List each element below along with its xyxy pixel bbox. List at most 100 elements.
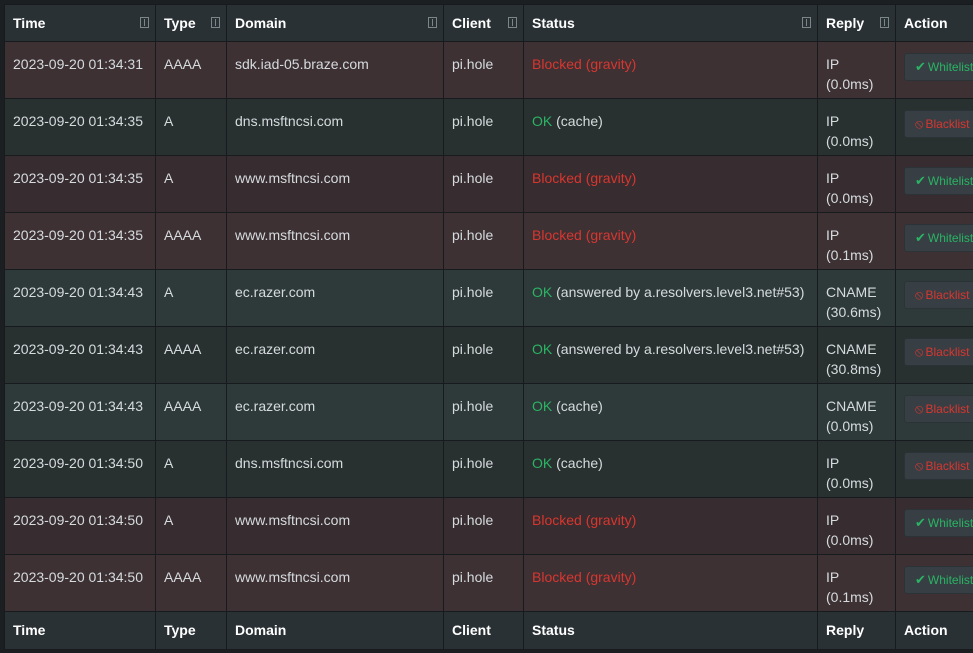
cell-client: pi.hole <box>443 269 524 327</box>
cell-reply: CNAME (30.8ms) <box>817 326 896 384</box>
cell-action: ⦸ Blacklist <box>895 383 973 441</box>
cell-status: OK (cache) <box>523 98 818 156</box>
footer-status: Status <box>523 611 818 650</box>
column-header-status[interactable]: Status <box>523 4 818 42</box>
cell-status: OK (answered by a.resolvers.level3.net#5… <box>523 326 818 384</box>
table-body: 2023-09-20 01:34:31 AAAA sdk.iad-05.braze.… <box>4 41 973 612</box>
column-header-label: Client <box>452 15 491 31</box>
action-label: Blacklist <box>925 459 970 473</box>
cell-reply: IP (0.0ms) <box>817 41 896 99</box>
cell-status: OK (answered by a.resolvers.level3.net#5… <box>523 269 818 327</box>
cell-time: 2023-09-20 01:34:43 <box>4 383 156 441</box>
ban-icon: ⦸ <box>915 344 924 359</box>
cell-client: pi.hole <box>443 212 524 270</box>
column-header-client[interactable]: Client <box>443 4 524 42</box>
reply-type: CNAME <box>826 398 877 414</box>
blacklist-button[interactable]: ⦸ Blacklist <box>904 281 973 309</box>
status-label: OK <box>532 341 553 357</box>
cell-domain: www.msftncsi.com <box>226 155 444 213</box>
sort-icon[interactable] <box>802 17 811 28</box>
column-header-domain[interactable]: Domain <box>226 4 444 42</box>
table-row: 2023-09-20 01:34:43 AAAA ec.razer.com pi.ho… <box>4 326 973 384</box>
cell-type: A <box>155 440 227 498</box>
blacklist-button[interactable]: ⦸ Blacklist <box>904 338 973 366</box>
cell-time: 2023-09-20 01:34:43 <box>4 326 156 384</box>
reply-time: (0.0ms) <box>826 418 874 434</box>
cell-client: pi.hole <box>443 440 524 498</box>
status-detail: (cache) <box>556 455 603 471</box>
action-label: Whitelist <box>927 573 973 587</box>
status-label: OK <box>532 398 553 414</box>
status-label: OK <box>532 455 553 471</box>
cell-reply: CNAME (0.0ms) <box>817 383 896 441</box>
check-icon: ✔ <box>915 59 926 74</box>
reply-type: CNAME <box>826 341 877 357</box>
status-detail: (cache) <box>556 398 603 414</box>
footer-reply: Reply <box>817 611 896 650</box>
sort-icon[interactable] <box>140 17 149 28</box>
cell-status: Blocked (gravity) <box>523 212 818 270</box>
column-header-label: Time <box>13 15 46 31</box>
sort-icon[interactable] <box>428 17 437 28</box>
cell-client: pi.hole <box>443 41 524 99</box>
whitelist-button[interactable]: ✔ Whitelist <box>904 224 973 252</box>
check-icon: ✔ <box>915 230 926 245</box>
sort-icon[interactable] <box>508 17 517 28</box>
blacklist-button[interactable]: ⦸ Blacklist <box>904 110 973 138</box>
sort-icon[interactable] <box>880 17 889 28</box>
blacklist-button[interactable]: ⦸ Blacklist <box>904 395 973 423</box>
whitelist-button[interactable]: ✔ Whitelist <box>904 566 973 594</box>
cell-reply: CNAME (30.6ms) <box>817 269 896 327</box>
cell-domain: www.msftncsi.com <box>226 497 444 555</box>
cell-type: A <box>155 98 227 156</box>
cell-action: ⦸ Blacklist <box>895 326 973 384</box>
column-header-label: Reply <box>826 15 865 31</box>
table-row: 2023-09-20 01:34:35 AAAA www.msftncsi.com p… <box>4 212 973 270</box>
reply-type: IP <box>826 170 840 186</box>
cell-client: pi.hole <box>443 497 524 555</box>
ban-icon: ⦸ <box>915 458 924 473</box>
column-header-reply[interactable]: Reply <box>817 4 896 42</box>
cell-type: A <box>155 497 227 555</box>
cell-type: AAAA <box>155 212 227 270</box>
footer-time: Time <box>4 611 156 650</box>
cell-time: 2023-09-20 01:34:35 <box>4 212 156 270</box>
whitelist-button[interactable]: ✔ Whitelist <box>904 167 973 195</box>
column-header-label: Domain <box>235 15 287 31</box>
action-label: Blacklist <box>925 402 970 416</box>
reply-time: (0.0ms) <box>826 475 874 491</box>
whitelist-button[interactable]: ✔ Whitelist <box>904 509 973 537</box>
cell-type: AAAA <box>155 326 227 384</box>
column-header-type[interactable]: Type <box>155 4 227 42</box>
cell-reply: IP (0.0ms) <box>817 440 896 498</box>
cell-client: pi.hole <box>443 383 524 441</box>
sort-icon[interactable] <box>211 17 220 28</box>
cell-type: AAAA <box>155 41 227 99</box>
cell-action: ⦸ Blacklist <box>895 440 973 498</box>
cell-time: 2023-09-20 01:34:35 <box>4 98 156 156</box>
column-header-action: Action <box>895 4 973 42</box>
cell-domain: ec.razer.com <box>226 269 444 327</box>
cell-client: pi.hole <box>443 326 524 384</box>
ban-icon: ⦸ <box>915 116 924 131</box>
status-detail: (cache) <box>556 113 603 129</box>
action-label: Blacklist <box>925 288 970 302</box>
action-label: Whitelist <box>927 516 973 530</box>
reply-time: (0.0ms) <box>826 133 874 149</box>
cell-client: pi.hole <box>443 554 524 612</box>
cell-reply: IP (0.1ms) <box>817 554 896 612</box>
reply-time: (30.8ms) <box>826 361 882 377</box>
whitelist-button[interactable]: ✔ Whitelist <box>904 53 973 81</box>
reply-type: IP <box>826 113 840 129</box>
column-header-label: Status <box>532 15 575 31</box>
action-label: Whitelist <box>927 231 973 245</box>
cell-time: 2023-09-20 01:34:35 <box>4 155 156 213</box>
blacklist-button[interactable]: ⦸ Blacklist <box>904 452 973 480</box>
footer-type: Type <box>155 611 227 650</box>
cell-reply: IP (0.0ms) <box>817 98 896 156</box>
cell-domain: www.msftncsi.com <box>226 212 444 270</box>
column-header-time[interactable]: Time <box>4 4 156 42</box>
